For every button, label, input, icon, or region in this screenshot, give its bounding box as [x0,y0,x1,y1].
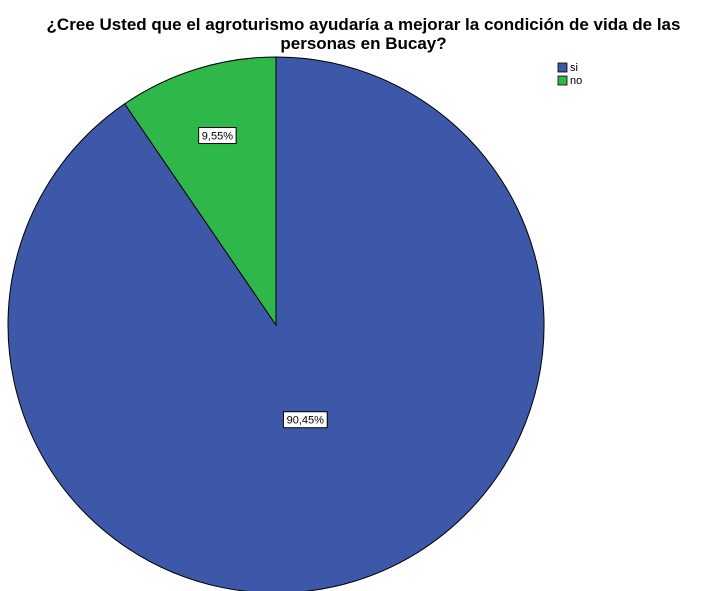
legend-item-si: si [557,62,578,74]
legend-label-no: no [570,75,582,87]
pie-data-labels: 90,45% 9,55% [198,127,328,429]
legend-item-no: no [557,75,582,87]
legend-swatch-si [557,62,568,73]
legend-swatch-no [557,75,568,86]
chart-title-line-1: ¿Cree Usted que el agroturismo ayudaría … [47,15,681,34]
legend-label-si: si [570,62,578,74]
pie-slice-no [123,56,277,327]
data-label-no: 9,55% [198,127,237,145]
pie-slices [7,56,545,591]
svg-text:9,55%: 9,55% [202,131,233,143]
svg-text:90,45%: 90,45% [287,415,325,427]
data-label-si: 90,45% [282,411,328,429]
chart-title-line-2: personas en Bucay? [280,34,446,53]
